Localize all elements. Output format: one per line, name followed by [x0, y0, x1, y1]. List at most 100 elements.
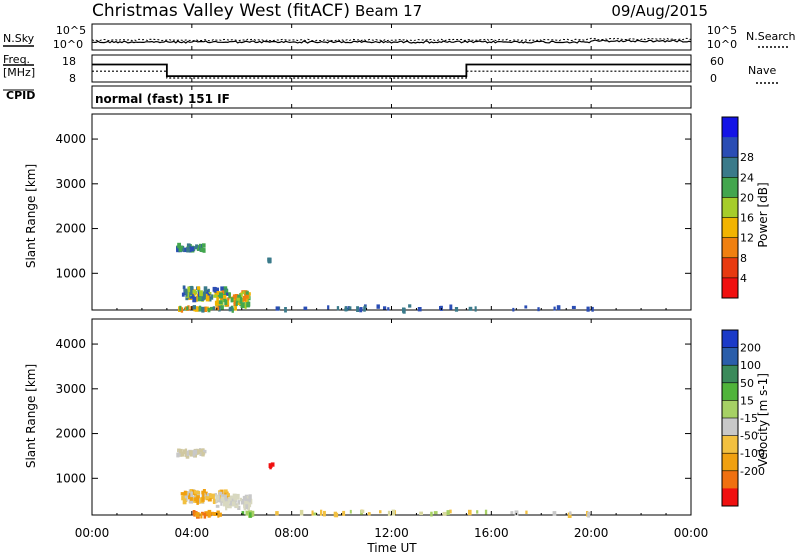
time-tick-label: 16:00 — [474, 526, 509, 540]
range-tick-label: 1000 — [55, 266, 86, 280]
scatter-cell — [591, 306, 594, 312]
scatter-cell — [205, 295, 210, 302]
scatter-cell — [236, 493, 240, 500]
scatter-cell — [220, 286, 224, 291]
scatter-cell — [180, 307, 184, 313]
colorbar-tick-label: 4 — [740, 272, 747, 285]
time-tick-label: 12:00 — [374, 526, 409, 540]
time-axis-label: Time UT — [366, 541, 417, 554]
scatter-cell — [476, 510, 479, 514]
scatter-cell — [207, 512, 211, 518]
scatter-cell — [216, 510, 220, 514]
scatter-cell — [212, 512, 215, 516]
scatter-cell — [241, 499, 245, 503]
scatter-cell — [196, 493, 200, 499]
velocity-range-ticks: 1000 2000 3000 4000 — [55, 337, 691, 485]
colorbar-swatch — [722, 217, 738, 239]
velocity-range-axis-label: Slant Range [km] — [24, 364, 38, 468]
scatter-cell — [192, 450, 196, 457]
scatter-cell — [203, 494, 207, 500]
scatter-cell — [219, 292, 223, 299]
scatter-cell — [586, 306, 590, 312]
scatter-cell — [194, 493, 197, 499]
scatter-cell — [419, 511, 423, 515]
scatter-cell — [320, 509, 323, 516]
colorbar-tick-label: 50 — [740, 377, 754, 390]
scatter-cell — [233, 496, 237, 502]
scatter-cell — [231, 307, 234, 313]
scatter-cell — [211, 493, 215, 499]
scatter-cell — [231, 297, 234, 302]
scatter-cell — [204, 293, 208, 297]
date-label: 09/Aug/2015 — [611, 2, 708, 20]
scatter-cell — [213, 287, 217, 293]
nave-series-line — [92, 70, 691, 79]
scatter-cell — [391, 509, 396, 516]
scatter-cell — [239, 497, 243, 502]
freq-right-tick-bottom: 0 — [710, 72, 717, 85]
scatter-cell — [242, 302, 246, 309]
freq-right-tick-top: 60 — [710, 55, 724, 68]
freq-series-line — [92, 63, 691, 77]
scatter-cell — [215, 288, 219, 293]
colorbar-swatch — [722, 453, 738, 472]
scatter-cell — [241, 511, 245, 515]
scatter-cell — [193, 511, 196, 517]
scatter-cell — [468, 509, 472, 516]
scatter-cell — [189, 489, 194, 494]
scatter-cell — [243, 295, 247, 302]
scatter-cell — [188, 294, 192, 298]
scatter-cell — [218, 300, 223, 305]
power-colorbar-label: Power [dB] — [756, 182, 770, 247]
scatter-cell — [196, 491, 201, 495]
noise-series — [91, 37, 692, 44]
scatter-cell — [356, 306, 359, 312]
range-tick-label: 3000 — [55, 382, 86, 396]
scatter-cell — [244, 501, 248, 507]
scatter-cell — [182, 494, 185, 500]
scatter-cell — [402, 307, 406, 314]
scatter-cell — [379, 510, 382, 514]
time-tick-label: 00:00 — [674, 526, 709, 540]
scatter-cell — [248, 499, 251, 506]
scatter-cell — [246, 302, 250, 308]
scatter-cell — [220, 305, 224, 310]
scatter-cell — [207, 493, 210, 497]
scatter-cell — [183, 449, 187, 455]
scatter-cell — [349, 509, 352, 514]
scatter-cell — [206, 289, 209, 295]
scatter-cell — [367, 512, 371, 516]
scatter-cell — [178, 453, 181, 457]
scatter-cell — [237, 294, 241, 299]
colorbar-tick-label: 15 — [740, 394, 754, 407]
scatter-cell — [474, 306, 477, 312]
scatter-cell — [186, 306, 189, 311]
scatter-cell — [212, 306, 216, 311]
colorbar-tick-label: 8 — [740, 252, 747, 265]
scatter-cell — [245, 291, 249, 296]
scatter-cell — [323, 510, 326, 517]
colorbar-swatch — [722, 277, 738, 299]
scatter-cell — [201, 306, 205, 313]
scatter-cell — [198, 243, 202, 248]
scatter-cell — [246, 495, 250, 500]
scatter-cell — [216, 291, 220, 295]
scatter-cell — [275, 306, 280, 311]
scatter-cell — [275, 511, 279, 516]
scatter-cell — [192, 296, 197, 303]
scatter-cell — [192, 305, 196, 310]
scatter-cell — [190, 491, 193, 498]
scatter-cell — [207, 292, 212, 296]
scatter-cell — [202, 291, 206, 298]
scatter-cell — [363, 306, 366, 312]
scatter-cell — [214, 300, 218, 306]
scatter-cell — [207, 288, 210, 293]
colorbar-tick-label: 16 — [740, 212, 754, 225]
colorbar-tick-label: -200 — [740, 465, 765, 478]
scatter-cell — [200, 512, 203, 519]
colorbar-tick-label: -50 — [740, 430, 758, 443]
scatter-cell — [218, 305, 221, 312]
scatter-cell — [185, 296, 189, 301]
scatter-cell — [212, 498, 216, 504]
